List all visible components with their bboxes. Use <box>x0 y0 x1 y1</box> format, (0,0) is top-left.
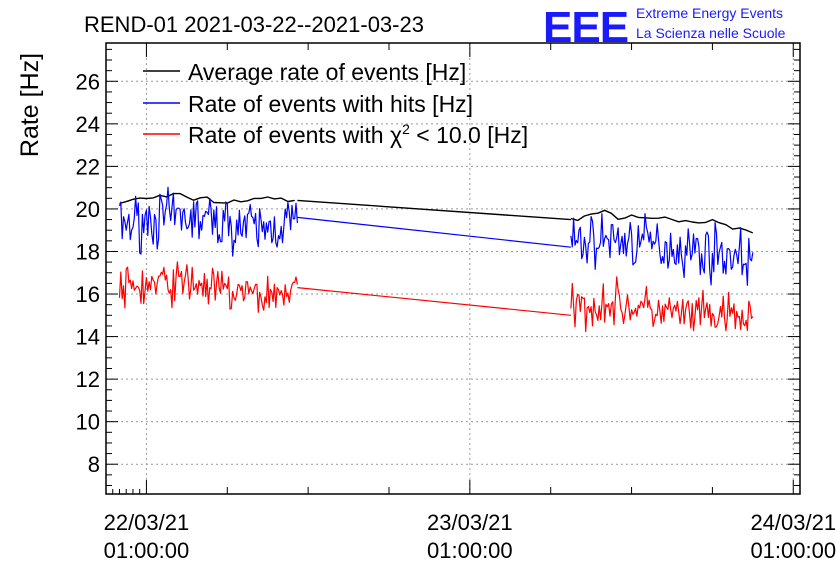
series-1 <box>118 186 754 286</box>
series-line-1-seg-2 <box>570 213 754 286</box>
y-tick-label: 18 <box>76 239 100 264</box>
plot-frame <box>105 42 801 495</box>
y-tick-label: 12 <box>76 367 100 392</box>
logo-line-1: Extreme Energy Events <box>636 5 783 21</box>
logo-mark: EEE <box>543 3 628 52</box>
series-2 <box>118 261 754 333</box>
y-tick-label: 20 <box>76 197 100 222</box>
y-tick-label: 16 <box>76 282 100 307</box>
x-tick-time: 01:00:00 <box>104 538 190 563</box>
x-axis: 22/03/21 01:00:00 23/03/21 01:00:00 24/03/21… <box>104 43 836 563</box>
series-line-0-seg-2 <box>570 209 754 234</box>
x-tick-date: 23/03/21 <box>427 510 513 535</box>
y-axis-label: Rate [Hz] <box>16 53 44 157</box>
y-tick-label: 22 <box>76 154 100 179</box>
y-tick-label: 24 <box>76 112 100 137</box>
chart-title: REND-01 2021-03-22--2021-03-23 <box>84 12 424 37</box>
series-line-0-seg-1 <box>297 199 571 221</box>
series-layer <box>118 186 754 333</box>
x-tick-date: 22/03/21 <box>104 510 190 535</box>
x-tick-time: 01:00:00 <box>750 538 836 563</box>
eee-logo: EEE Extreme Energy Events La Scienza nel… <box>543 3 786 52</box>
series-line-1-seg-0 <box>118 186 298 257</box>
y-axis: 8 10 12 14 16 18 20 22 24 26 <box>76 48 800 486</box>
y-tick-label: 14 <box>76 325 100 350</box>
series-line-0-seg-0 <box>119 192 295 205</box>
y-tick-label: 8 <box>88 452 100 477</box>
x-tick-time: 01:00:00 <box>427 538 513 563</box>
legend: Average rate of events [Hz] Rate of even… <box>143 59 528 148</box>
y-tick-label: 10 <box>76 410 100 435</box>
y-tick-label: 26 <box>76 69 100 94</box>
logo-line-2: La Scienza nelle Scuole <box>636 25 786 41</box>
series-0 <box>119 192 754 234</box>
legend-label-hits: Rate of events with hits [Hz] <box>188 91 473 117</box>
x-tick-date: 24/03/21 <box>750 510 836 535</box>
legend-label-chi2: Rate of events with χ2 < 10.0 [Hz] <box>188 121 528 148</box>
series-line-2-seg-0 <box>118 261 298 313</box>
legend-label-average: Average rate of events [Hz] <box>188 59 466 85</box>
grid-lines <box>106 43 800 494</box>
series-line-2-seg-1 <box>297 287 571 316</box>
series-line-1-seg-1 <box>297 216 571 248</box>
series-line-2-seg-2 <box>570 276 754 333</box>
